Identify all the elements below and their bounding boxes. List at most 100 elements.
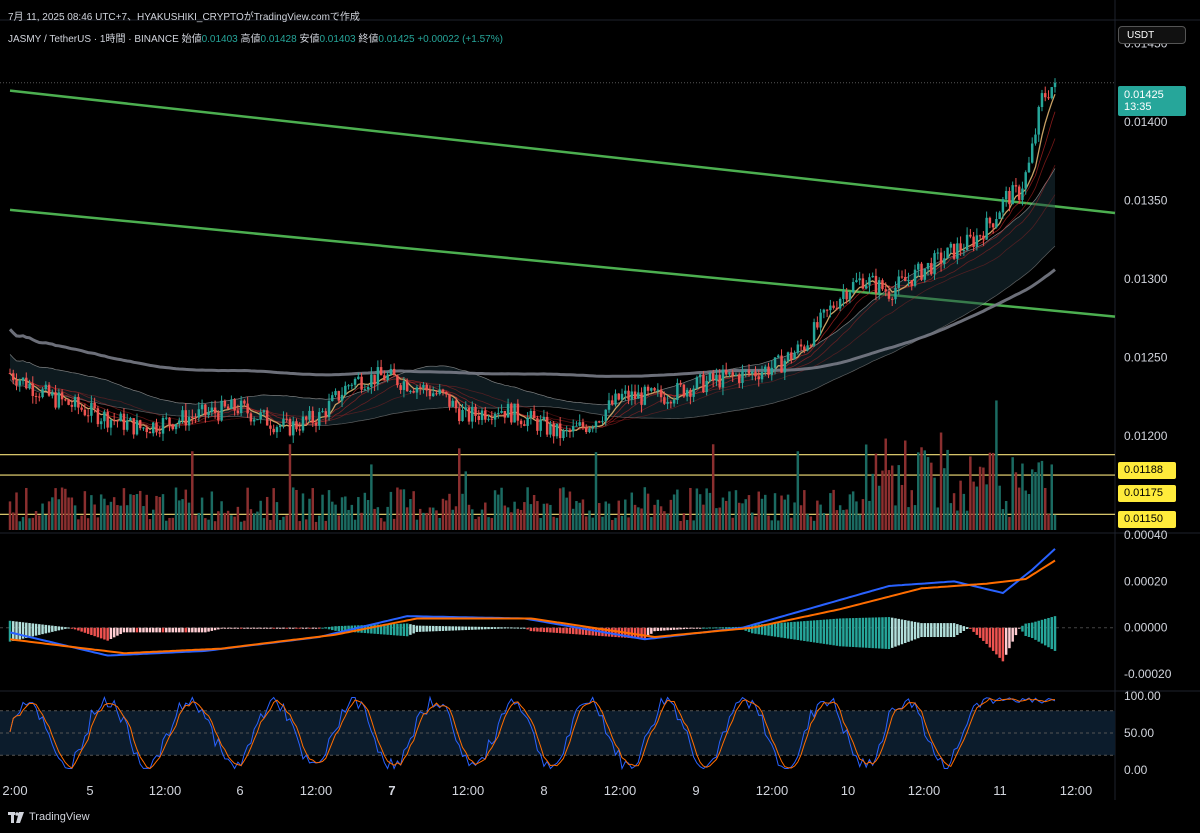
volume-bar: [728, 491, 731, 530]
macd-histogram-bar: [321, 627, 324, 629]
candle: [724, 369, 728, 375]
volume-bar: [555, 517, 559, 530]
macd-histogram-bar: [835, 618, 839, 646]
candle: [532, 410, 536, 419]
candle: [754, 371, 757, 377]
candle: [1004, 191, 1008, 200]
macd-histogram-bar: [1037, 620, 1040, 642]
candle: [1047, 97, 1050, 99]
macd-histogram-bar: [887, 617, 891, 650]
macd-histogram-bar: [376, 624, 380, 635]
candle: [288, 418, 292, 436]
macd-histogram-bar: [728, 627, 731, 629]
macd-histogram-bar: [920, 623, 923, 637]
macd-histogram-bar: [73, 627, 77, 630]
volume-bar: [978, 466, 982, 530]
macd-histogram-bar: [819, 619, 822, 644]
volume-bar: [946, 449, 949, 530]
macd-histogram-bar: [773, 623, 777, 637]
macd-histogram-bar: [178, 627, 181, 633]
candle: [34, 395, 38, 397]
macd-histogram-bar: [44, 624, 48, 634]
macd-histogram-bar: [1024, 623, 1027, 636]
candle: [1053, 82, 1057, 88]
time-tick-label: 12:00: [1060, 783, 1093, 798]
macd-histogram-bar: [1030, 622, 1034, 639]
volume-bar: [249, 509, 253, 530]
candle: [25, 377, 28, 389]
macd-histogram-bar: [318, 627, 321, 629]
macd-histogram-bar: [324, 627, 328, 629]
candle: [663, 397, 666, 404]
tradingview-logo[interactable]: TradingView: [8, 811, 90, 823]
volume-bar: [12, 512, 15, 530]
macd-histogram-bar: [757, 624, 760, 635]
macd-histogram-bar: [285, 627, 288, 629]
candle: [988, 217, 992, 224]
candle: [874, 275, 878, 294]
candle: [73, 396, 77, 407]
candle: [747, 370, 751, 374]
volume-bar: [588, 510, 591, 530]
volume-bar: [129, 494, 132, 530]
candle: [943, 258, 946, 264]
volume-bar: [360, 512, 363, 530]
macd-histogram-bar: [764, 623, 767, 636]
macd-histogram-bar: [1001, 627, 1005, 662]
candle: [246, 403, 249, 414]
candle: [448, 394, 451, 407]
volume-bar: [529, 504, 533, 530]
volume-bar: [995, 400, 998, 530]
candle: [256, 419, 259, 421]
cloud-span-b: [9, 245, 1056, 426]
candle: [425, 384, 428, 391]
candle: [923, 268, 927, 280]
candle: [728, 372, 731, 375]
candle: [796, 344, 800, 353]
candle: [402, 381, 406, 390]
volume-bar: [477, 516, 481, 530]
macd-histogram-bar: [689, 627, 692, 629]
macd-histogram-bar: [1021, 625, 1024, 632]
symbol-label[interactable]: JASMY / TetherUS · 1時間 · BINANCE: [8, 34, 179, 45]
candle: [611, 400, 614, 405]
volume-bar: [278, 519, 282, 530]
candle: [311, 410, 314, 423]
macd-histogram-bar: [83, 627, 87, 633]
macd-histogram-bar: [200, 627, 204, 633]
volume-bar: [83, 491, 87, 530]
volume-bar: [324, 520, 328, 530]
macd-histogram-bar: [777, 623, 780, 638]
macd-histogram-bar: [275, 627, 279, 629]
candle: [441, 389, 445, 392]
candle: [230, 399, 233, 409]
candle: [653, 388, 656, 391]
macd-histogram-bar: [913, 621, 917, 640]
candle: [985, 217, 988, 240]
macd-histogram-bar: [949, 623, 953, 637]
candle: [864, 285, 868, 289]
macd-histogram-bar: [552, 627, 555, 633]
volume-bar: [702, 504, 705, 530]
macd-histogram-bar: [15, 621, 18, 641]
macd-histogram-bar: [357, 625, 360, 633]
candle: [969, 234, 972, 237]
candle: [816, 322, 819, 328]
candle: [933, 253, 936, 275]
volume-bar: [1014, 472, 1018, 530]
macd-histogram-bar: [239, 627, 243, 629]
candle: [542, 416, 546, 420]
volume-bar: [760, 498, 764, 530]
candle: [666, 401, 669, 404]
volume-bar: [239, 521, 243, 530]
candle: [601, 420, 604, 422]
currency-button[interactable]: USDT: [1118, 26, 1186, 44]
volume-bar: [692, 520, 695, 530]
macd-histogram-bar: [532, 627, 536, 632]
candle: [125, 420, 129, 430]
candle: [760, 372, 764, 380]
volume-bar: [711, 444, 715, 530]
volume-bar: [965, 510, 969, 530]
volume-bar: [676, 489, 679, 530]
